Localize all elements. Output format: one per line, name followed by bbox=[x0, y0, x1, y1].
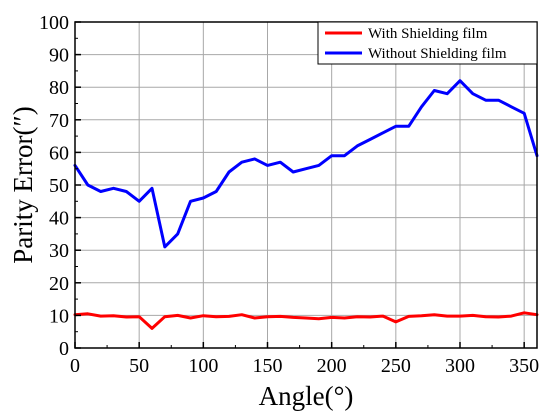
y-tick-label: 100 bbox=[39, 12, 69, 34]
y-tick-label: 10 bbox=[49, 305, 69, 327]
x-axis-label: Angle(°) bbox=[259, 381, 354, 411]
series-line-0 bbox=[73, 311, 539, 330]
y-tick-label: 60 bbox=[49, 142, 69, 164]
y-tick-label: 70 bbox=[49, 110, 69, 132]
x-tick-label: 350 bbox=[509, 355, 539, 377]
legend-box bbox=[317, 21, 538, 65]
legend-label-without-shielding: Without Shielding film bbox=[368, 46, 507, 62]
tick-labels: 0 50 100 150 200 250 300 350 0 10 20 30 40 50 60 70 80 90… bbox=[39, 12, 539, 377]
y-tick-label: 50 bbox=[49, 175, 69, 197]
y-axis-label: Parity Error(″) bbox=[8, 106, 38, 263]
series-line-1 bbox=[73, 79, 539, 249]
y-tick-label: 30 bbox=[49, 240, 69, 262]
x-tick-label: 0 bbox=[70, 355, 80, 377]
series-lines bbox=[73, 79, 539, 330]
x-tick-label: 250 bbox=[381, 355, 411, 377]
x-tick-label: 150 bbox=[253, 355, 283, 377]
y-tick-label: 90 bbox=[49, 45, 69, 67]
legend: With Shielding film Without Shielding fi… bbox=[317, 21, 538, 65]
x-tick-label: 50 bbox=[129, 355, 149, 377]
x-tick-label: 200 bbox=[317, 355, 347, 377]
legend-label-with-shielding: With Shielding film bbox=[368, 26, 488, 42]
tick-marks bbox=[74, 21, 525, 349]
y-tick-label: 80 bbox=[49, 77, 69, 99]
y-tick-label: 20 bbox=[49, 273, 69, 295]
y-tick-label: 0 bbox=[59, 338, 69, 360]
x-tick-label: 100 bbox=[188, 355, 218, 377]
y-tick-label: 40 bbox=[49, 208, 69, 230]
x-tick-label: 300 bbox=[445, 355, 475, 377]
grid-lines bbox=[75, 22, 537, 348]
